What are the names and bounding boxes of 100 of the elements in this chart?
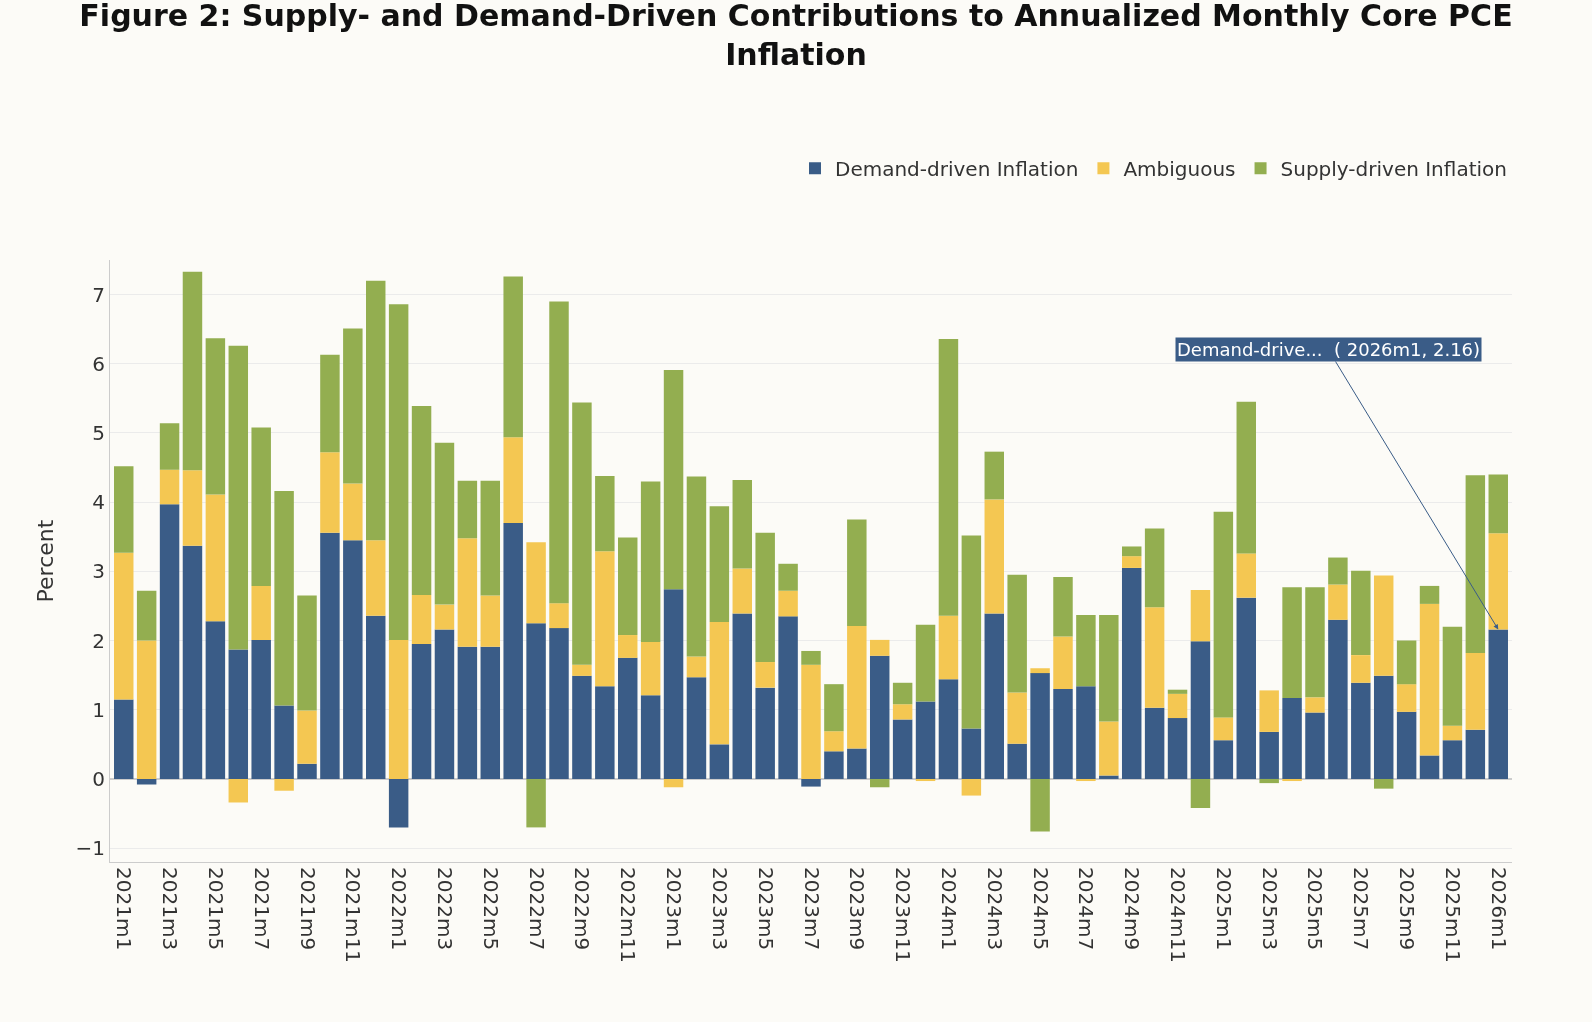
bar xyxy=(869,778,890,788)
legend-label: Demand-driven Inflation xyxy=(835,157,1079,182)
bar xyxy=(549,301,569,604)
bar xyxy=(205,338,226,495)
x-tick-label: 2024m5 xyxy=(1028,867,1053,951)
bar xyxy=(549,603,569,629)
bar xyxy=(1419,585,1440,604)
x-tick-label: 2022m7 xyxy=(524,867,549,951)
legend-label: Ambiguous xyxy=(1123,157,1236,182)
bar xyxy=(1442,725,1463,741)
bar xyxy=(1328,584,1348,620)
bar xyxy=(434,629,455,779)
bar xyxy=(847,748,867,779)
bar xyxy=(1465,729,1486,779)
bar xyxy=(1465,653,1486,730)
bar xyxy=(1259,778,1279,784)
x-tick-label: 2025m9 xyxy=(1395,867,1420,951)
bar xyxy=(961,728,982,779)
bar xyxy=(1259,690,1279,732)
bar xyxy=(549,628,569,779)
bar xyxy=(1099,614,1119,722)
bar xyxy=(732,480,753,569)
x-tick-label: 2022m5 xyxy=(478,867,503,951)
y-tick-label: 7 xyxy=(92,282,105,307)
bar xyxy=(824,751,844,779)
bar xyxy=(159,504,180,779)
bar xyxy=(1419,603,1440,756)
bar xyxy=(938,338,959,616)
bar xyxy=(1167,693,1188,719)
bar xyxy=(915,701,936,779)
bar xyxy=(755,532,775,663)
bar xyxy=(1328,557,1348,585)
bar xyxy=(297,595,317,711)
bar xyxy=(1099,721,1119,776)
bar xyxy=(618,657,638,779)
bar xyxy=(1076,778,1096,782)
bar xyxy=(618,537,638,636)
bar xyxy=(526,778,546,828)
bar xyxy=(1328,619,1348,779)
bar xyxy=(274,705,294,779)
bar xyxy=(1167,689,1188,694)
x-tick-label: 2021m11 xyxy=(341,867,366,963)
bar xyxy=(755,687,775,779)
bar xyxy=(136,590,157,641)
bar xyxy=(343,483,363,541)
bar xyxy=(709,621,730,745)
bar xyxy=(663,370,684,590)
bar xyxy=(915,778,936,782)
bar xyxy=(366,280,386,541)
bar xyxy=(732,568,753,614)
x-tick-label: 2024m3 xyxy=(982,867,1007,951)
bar xyxy=(1282,778,1302,782)
bar xyxy=(1076,614,1096,687)
bar xyxy=(984,499,1004,614)
y-tick-label: 3 xyxy=(92,559,105,584)
bar xyxy=(595,475,615,552)
x-tick-label: 2021m3 xyxy=(158,867,183,951)
bar xyxy=(366,615,386,779)
bar xyxy=(503,276,523,438)
bar xyxy=(1144,528,1165,608)
bar xyxy=(411,594,432,645)
bar xyxy=(411,644,432,779)
bar xyxy=(847,519,867,627)
bar xyxy=(320,532,340,779)
x-tick-label: 2024m7 xyxy=(1074,867,1099,951)
bar xyxy=(297,710,317,764)
bar xyxy=(1305,587,1325,698)
y-tick-label: 2 xyxy=(92,628,105,653)
bar xyxy=(640,641,661,696)
bar xyxy=(503,437,523,523)
x-tick-label: 2025m5 xyxy=(1303,867,1328,951)
bar xyxy=(618,635,638,658)
y-tick-label: 0 xyxy=(92,766,105,791)
bar xyxy=(114,466,134,553)
x-tick-label: 2021m7 xyxy=(249,867,274,951)
bar xyxy=(1419,755,1440,779)
y-tick-label: 4 xyxy=(92,490,105,515)
bar xyxy=(778,616,798,779)
bar xyxy=(1213,511,1234,718)
bar xyxy=(1305,712,1325,779)
bar xyxy=(1076,686,1096,779)
x-tick-label: 2024m1 xyxy=(936,867,961,951)
bar xyxy=(182,470,203,546)
x-tick-label: 2021m9 xyxy=(295,867,320,951)
x-tick-label: 2024m9 xyxy=(1120,867,1145,951)
x-tick-label: 2021m5 xyxy=(203,867,228,951)
bar xyxy=(1121,567,1142,779)
bar xyxy=(343,540,363,779)
bar xyxy=(114,552,134,700)
bar xyxy=(1282,587,1302,699)
bar xyxy=(892,704,913,720)
bar xyxy=(457,646,478,779)
bar xyxy=(961,535,982,729)
bar xyxy=(1442,626,1463,726)
bar xyxy=(388,639,409,779)
bar xyxy=(709,506,730,622)
bar xyxy=(136,778,157,785)
bar xyxy=(1236,553,1256,598)
bar xyxy=(869,655,890,779)
bar xyxy=(1053,689,1073,779)
